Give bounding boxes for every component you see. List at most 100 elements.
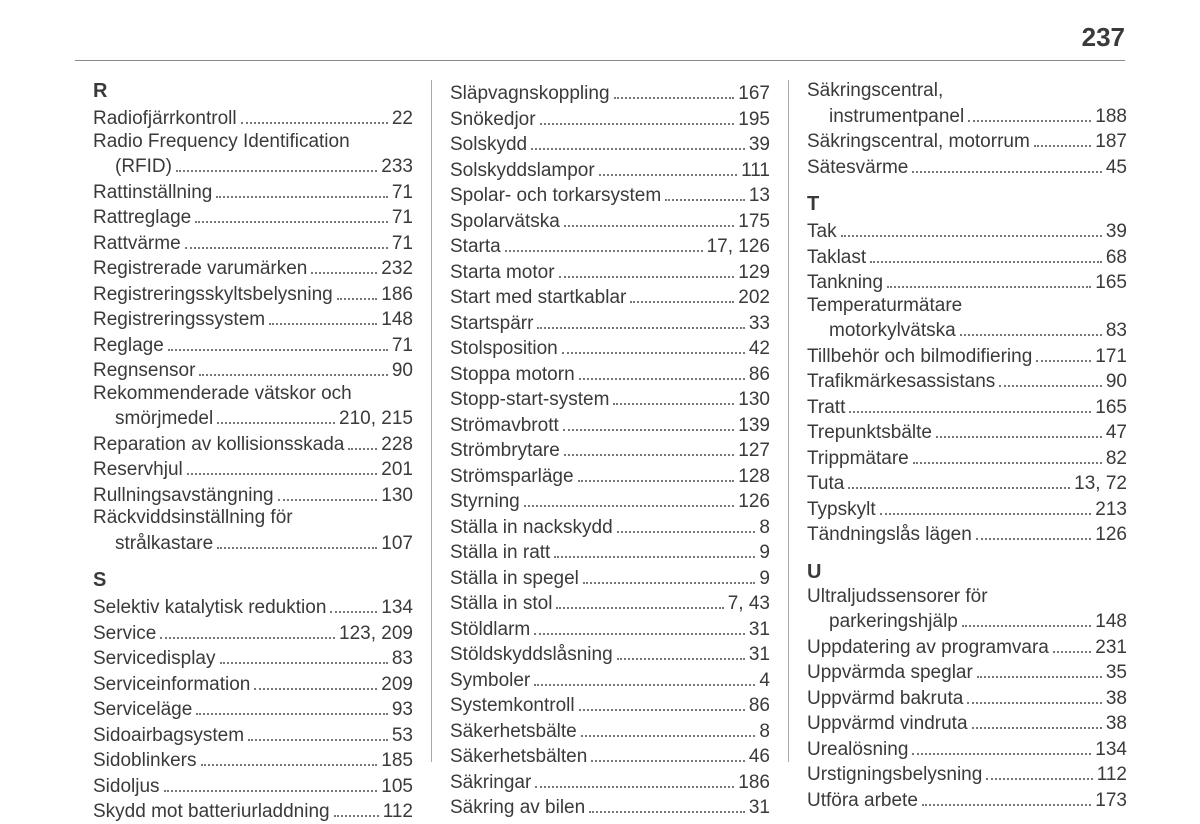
entry-label: Räckviddsinställning för bbox=[93, 507, 293, 530]
horizontal-rule bbox=[75, 60, 1125, 61]
index-entry: Spolar- och torkarsystem 13 bbox=[450, 182, 770, 208]
entry-label: Styrning bbox=[450, 491, 520, 514]
index-entry: Ställa in ratt9 bbox=[450, 539, 770, 565]
section-heading: T bbox=[807, 193, 1127, 216]
entry-label: Spolarvätska bbox=[450, 211, 560, 234]
entry-page: 13 bbox=[749, 185, 770, 208]
entry-page: 129 bbox=[738, 262, 770, 285]
entry-label: Selektiv katalytisk reduktion bbox=[93, 597, 326, 620]
leader-dots bbox=[187, 456, 378, 475]
index-entry: Taklast68 bbox=[807, 244, 1127, 270]
index-entry: Uppvärmda speglar35 bbox=[807, 659, 1127, 685]
leader-dots bbox=[579, 361, 745, 380]
leader-dots bbox=[254, 671, 377, 690]
leader-dots bbox=[554, 539, 755, 558]
entry-label: Tuta bbox=[807, 473, 844, 496]
entry-page: 86 bbox=[749, 695, 770, 718]
entry-page: 46 bbox=[749, 746, 770, 769]
index-entry: parkeringshjälp148 bbox=[807, 608, 1127, 634]
entry-page: 130 bbox=[381, 485, 413, 508]
leader-dots bbox=[870, 244, 1102, 263]
index-entry: Radiofjärrkontroll22 bbox=[93, 105, 413, 131]
entry-label: Stoppa motorn bbox=[450, 364, 575, 387]
entry-label: Urstigningsbelysning bbox=[807, 764, 982, 787]
index-entry: Säkerhetsbälte8 bbox=[450, 718, 770, 744]
entry-page: 47 bbox=[1106, 422, 1127, 445]
leader-dots bbox=[269, 306, 377, 325]
entry-label: Starta bbox=[450, 236, 501, 259]
leader-dots bbox=[348, 431, 377, 450]
index-entry: Tankning165 bbox=[807, 269, 1127, 295]
index-entry: Rattreglage71 bbox=[93, 204, 413, 230]
entry-label: Snökedjor bbox=[450, 109, 536, 132]
index-entry: Servicedisplay83 bbox=[93, 645, 413, 671]
entry-label: Registreringssystem bbox=[93, 309, 265, 332]
entry-label: Trepunktsbälte bbox=[807, 422, 932, 445]
leader-dots bbox=[613, 386, 734, 405]
page-number: 237 bbox=[1082, 22, 1125, 53]
index-entry: Registreringssystem 148 bbox=[93, 306, 413, 332]
entry-label: Regnsensor bbox=[93, 360, 195, 383]
index-entry: Serviceinformation209 bbox=[93, 671, 413, 697]
leader-dots bbox=[168, 332, 388, 351]
entry-page: 201 bbox=[381, 459, 413, 482]
entry-page: 128 bbox=[738, 466, 770, 489]
entry-label: Solskydd bbox=[450, 134, 527, 157]
entry-page: 233 bbox=[381, 156, 413, 179]
index-entry: Uppdatering av programvara231 bbox=[807, 634, 1127, 660]
entry-page: 90 bbox=[392, 360, 413, 383]
index-entry: Säkerhetsbälten46 bbox=[450, 743, 770, 769]
leader-dots bbox=[583, 565, 756, 584]
entry-label: parkeringshjälp bbox=[807, 611, 958, 634]
entry-page: 86 bbox=[749, 364, 770, 387]
leader-dots bbox=[241, 105, 388, 124]
entry-label: Säkring av bilen bbox=[450, 797, 585, 820]
index-entry: Tratt165 bbox=[807, 394, 1127, 420]
index-column: Släpvagnskoppling167Snökedjor195Solskydd… bbox=[431, 80, 788, 762]
entry-label: Spolar- och torkarsystem bbox=[450, 185, 661, 208]
entry-label: Rattinställning bbox=[93, 182, 212, 205]
entry-label: Solskyddslampor bbox=[450, 160, 595, 183]
index-entry: Spolarvätska175 bbox=[450, 208, 770, 234]
entry-label: Säkringscentral, bbox=[807, 80, 943, 103]
index-entry: Snökedjor195 bbox=[450, 106, 770, 132]
entry-page: 38 bbox=[1106, 688, 1127, 711]
leader-dots bbox=[589, 794, 745, 813]
index-entry: Tillbehör och bilmodifiering171 bbox=[807, 343, 1127, 369]
leader-dots bbox=[591, 743, 745, 762]
entry-label: Sidoblinkers bbox=[93, 750, 197, 773]
entry-label: Stolsposition bbox=[450, 338, 558, 361]
index-entry: Typskylt213 bbox=[807, 496, 1127, 522]
leader-dots bbox=[278, 482, 378, 501]
entry-page: 139 bbox=[738, 415, 770, 438]
leader-dots bbox=[217, 405, 335, 424]
entry-page: 31 bbox=[749, 619, 770, 642]
index-content: RRadiofjärrkontroll22Radio Frequency Ide… bbox=[75, 80, 1145, 762]
index-entry: Selektiv katalytisk reduktion 134 bbox=[93, 594, 413, 620]
index-entry: Sätesvärme45 bbox=[807, 154, 1127, 180]
index-entry: Trepunktsbälte 47 bbox=[807, 419, 1127, 445]
entry-label: Sidoljus bbox=[93, 776, 160, 799]
entry-label: Reglage bbox=[93, 335, 164, 358]
index-column: Säkringscentral,instrumentpanel188Säkrin… bbox=[788, 80, 1145, 762]
index-entry: (RFID)233 bbox=[93, 153, 413, 179]
leader-dots bbox=[201, 747, 378, 766]
index-entry: Uppvärmd bakruta38 bbox=[807, 685, 1127, 711]
entry-page: 186 bbox=[381, 284, 413, 307]
leader-dots bbox=[936, 419, 1102, 438]
leader-dots bbox=[578, 463, 735, 482]
leader-dots bbox=[976, 521, 1092, 540]
index-entry: strålkastare107 bbox=[93, 530, 413, 556]
entry-page: 148 bbox=[381, 309, 413, 332]
index-entry: Reservhjul201 bbox=[93, 456, 413, 482]
index-entry: Starta17, 126 bbox=[450, 233, 770, 259]
entry-label: Sidoairbagsystem bbox=[93, 725, 244, 748]
leader-dots bbox=[968, 103, 1091, 122]
leader-dots bbox=[563, 412, 735, 431]
entry-label: Uppvärmda speglar bbox=[807, 662, 973, 685]
index-entry: Reparation av kollisionsskada228 bbox=[93, 431, 413, 457]
entry-label: Säkringscentral, motorrum bbox=[807, 131, 1030, 154]
index-entry: Stöldlarm31 bbox=[450, 616, 770, 642]
entry-page: 134 bbox=[381, 597, 413, 620]
entry-label: Startspärr bbox=[450, 313, 533, 336]
